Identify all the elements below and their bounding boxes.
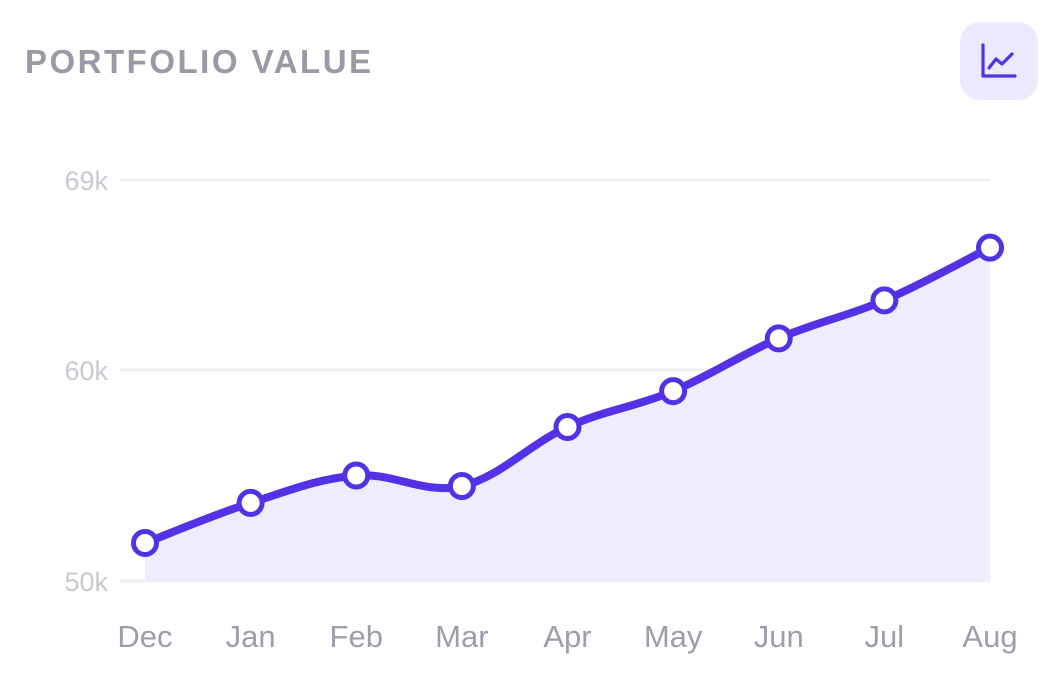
x-tick-label: Feb bbox=[330, 619, 383, 654]
x-tick-label: May bbox=[644, 619, 703, 654]
x-tick-label: Apr bbox=[543, 619, 591, 654]
data-point[interactable] bbox=[976, 233, 1004, 262]
data-points bbox=[131, 233, 1004, 558]
data-point[interactable] bbox=[131, 529, 159, 558]
data-point[interactable] bbox=[342, 461, 371, 490]
chart-type-button[interactable] bbox=[960, 22, 1038, 100]
data-point[interactable] bbox=[553, 412, 582, 441]
x-axis-ticks: Dec Jan Feb Mar Apr May Jun Jul Aug bbox=[117, 619, 1017, 654]
x-tick-label: Mar bbox=[435, 619, 488, 654]
data-point[interactable] bbox=[764, 324, 793, 353]
y-tick-label: 50k bbox=[64, 567, 108, 597]
data-point[interactable] bbox=[447, 472, 476, 501]
x-tick-label: Dec bbox=[117, 619, 172, 654]
x-tick-label: Aug bbox=[962, 619, 1017, 654]
data-point[interactable] bbox=[659, 377, 688, 406]
y-tick-label: 60k bbox=[64, 356, 108, 386]
line-chart-icon bbox=[981, 43, 1017, 78]
data-point[interactable] bbox=[236, 488, 265, 517]
card-title: PORTFOLIO VALUE bbox=[25, 43, 374, 80]
x-tick-label: Jun bbox=[754, 619, 804, 654]
area-fill bbox=[145, 247, 990, 581]
data-point[interactable] bbox=[870, 286, 899, 315]
y-tick-label: 69k bbox=[64, 166, 108, 196]
y-axis-ticks: 50k 60k 69k bbox=[64, 166, 108, 597]
x-tick-label: Jan bbox=[226, 619, 276, 654]
x-tick-label: Jul bbox=[865, 619, 905, 654]
